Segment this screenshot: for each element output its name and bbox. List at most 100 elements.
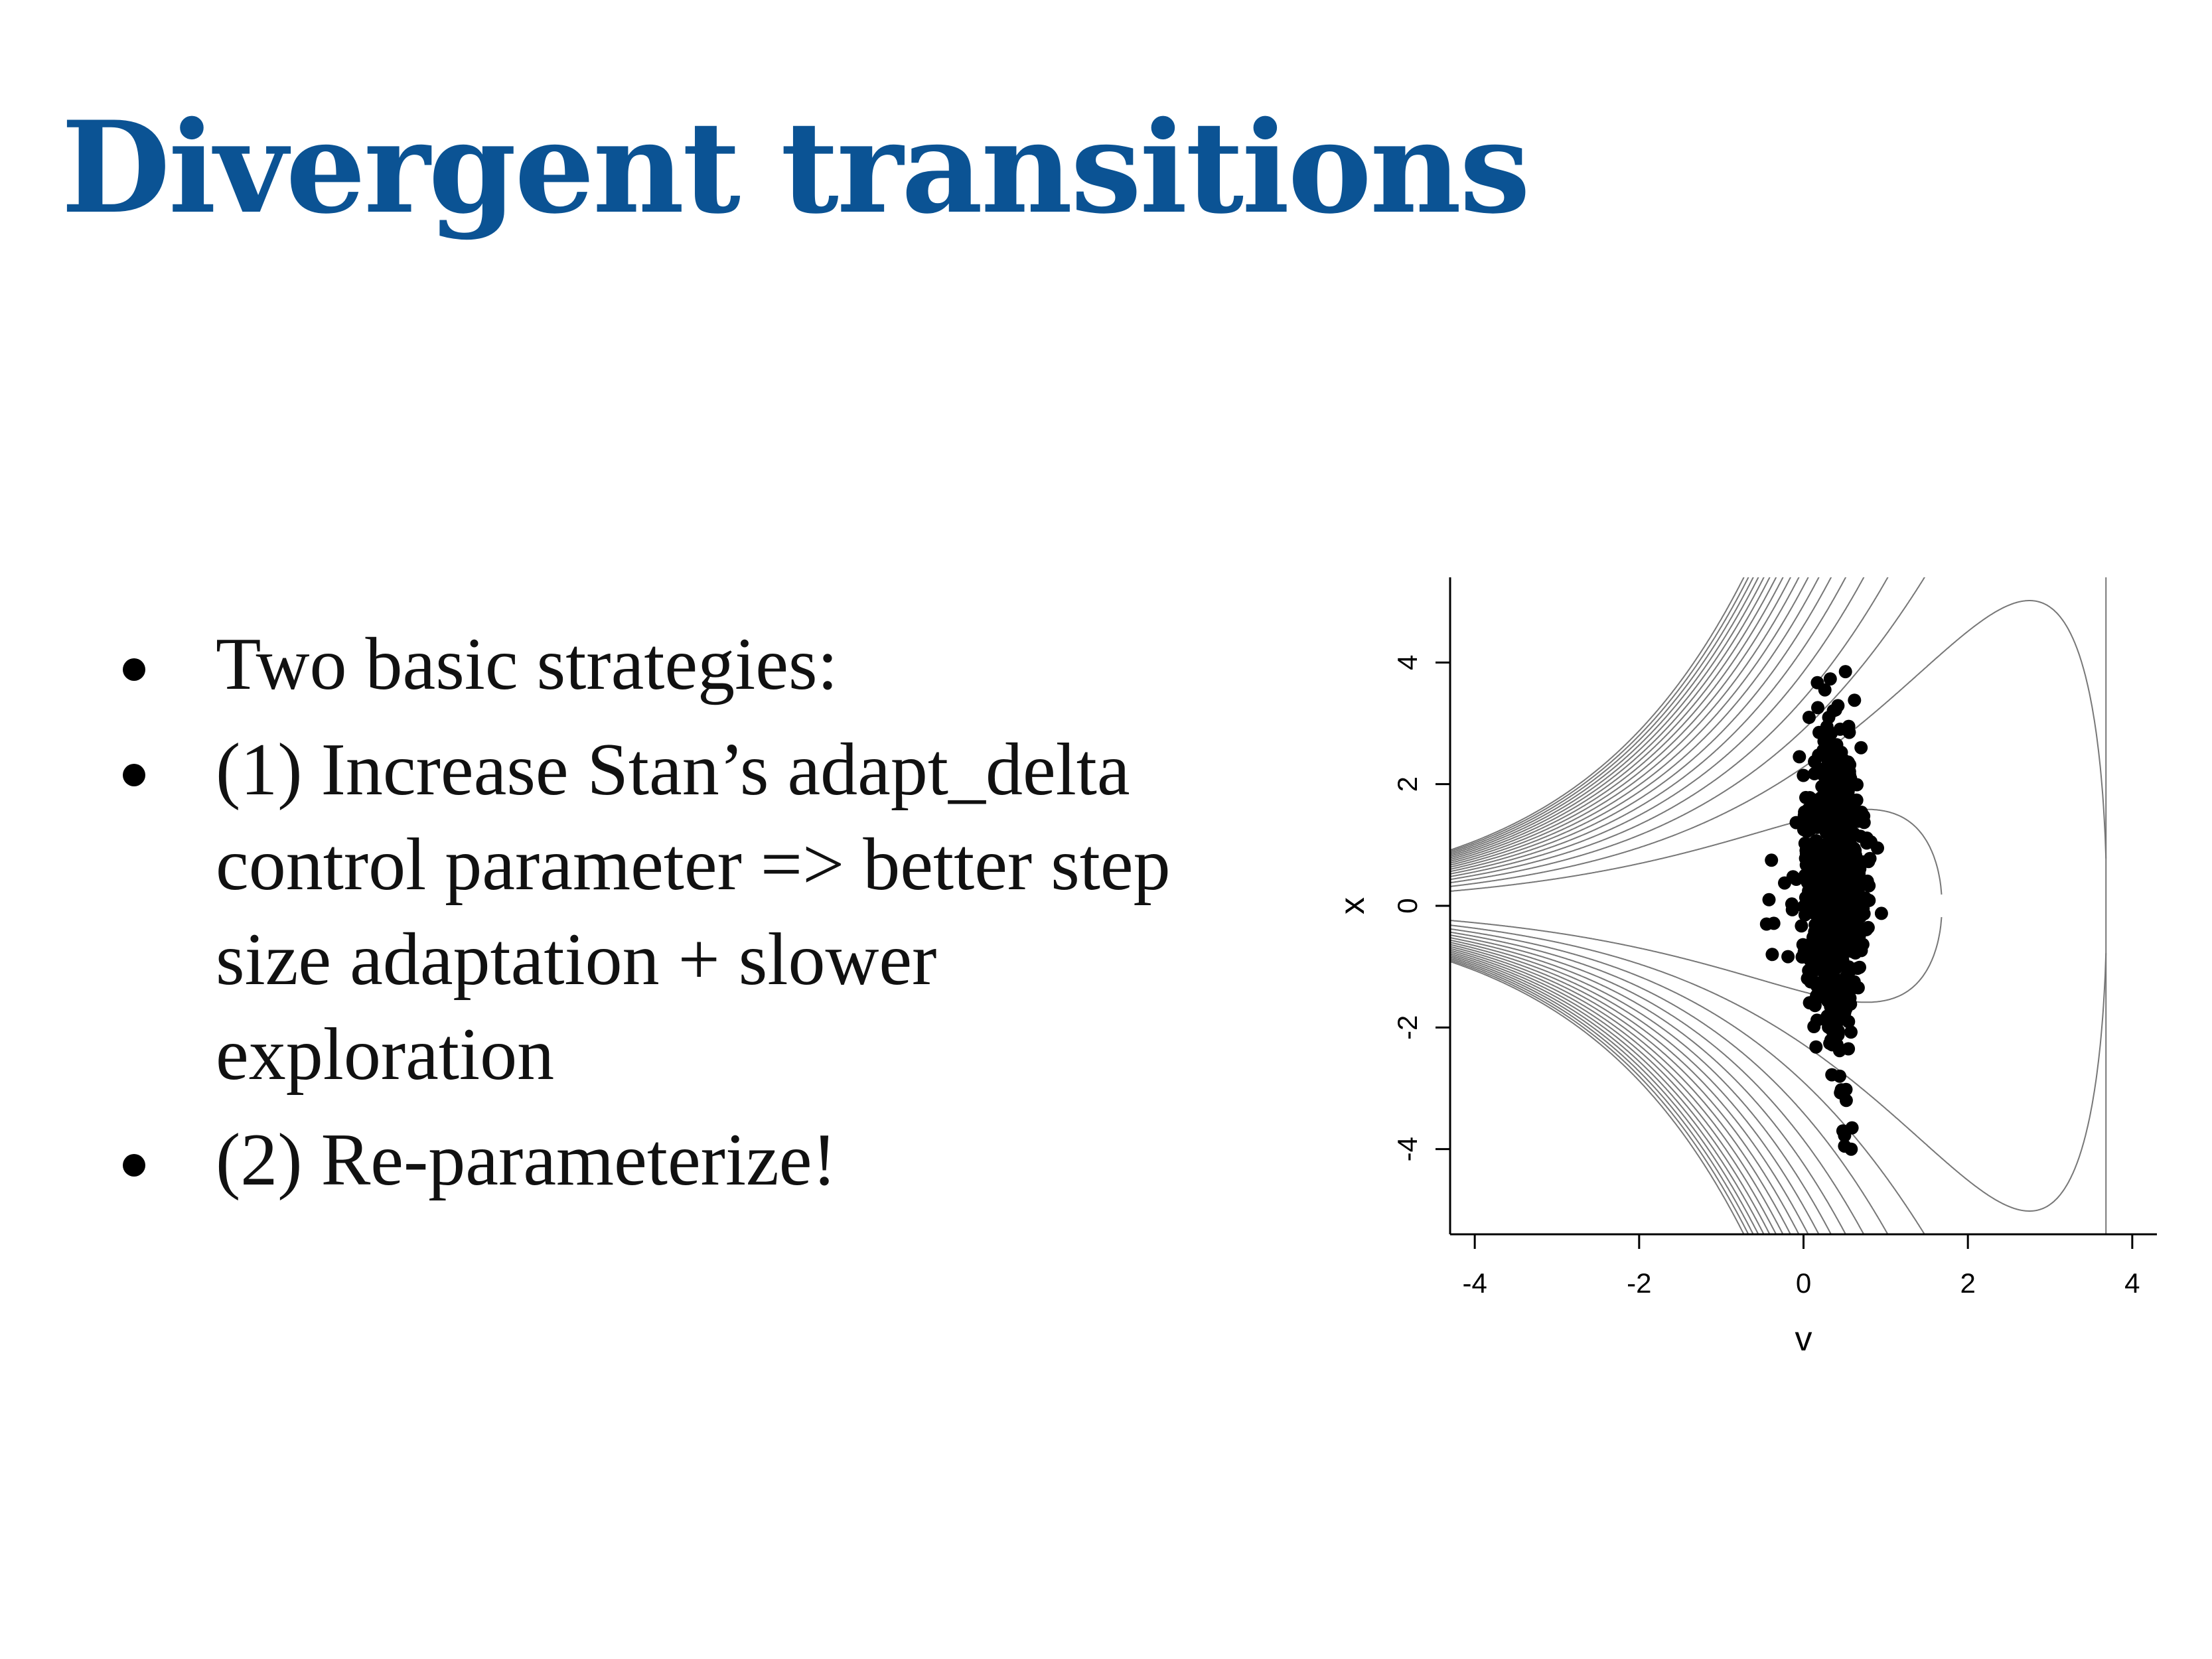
contour-line	[1450, 577, 1800, 866]
data-point	[1829, 884, 1843, 898]
bullet-item: (1) Increase Stan’s adapt_delta control …	[119, 723, 1281, 1102]
data-point	[1778, 876, 1791, 890]
x-tick-label: 4	[2124, 1267, 2140, 1299]
data-point	[1821, 801, 1835, 815]
slide-title: Divergent transitions	[61, 94, 1530, 242]
data-point	[1832, 865, 1846, 879]
data-point	[1836, 802, 1850, 816]
data-point	[1799, 822, 1812, 835]
data-point	[1854, 944, 1868, 958]
x-tick-label: 2	[1960, 1267, 1975, 1299]
data-point	[1833, 1069, 1846, 1083]
data-point	[1797, 768, 1810, 782]
contour-line	[1450, 954, 1765, 1234]
data-point	[1828, 703, 1842, 717]
bullet-item: Two basic strategies:	[119, 617, 1281, 712]
data-point	[1820, 1009, 1834, 1023]
data-point	[1853, 857, 1867, 871]
y-tick-label: -2	[1392, 1015, 1423, 1040]
data-point	[1842, 846, 1856, 860]
contour-line	[1450, 961, 1745, 1234]
contour-line	[1450, 577, 1745, 851]
data-point	[1844, 1142, 1858, 1156]
data-point	[1831, 922, 1845, 936]
data-point	[1826, 942, 1840, 956]
plot-axes: -4 -2 0 2 4 -4 -2 0 2 4 v x	[1333, 577, 2157, 1358]
data-point	[1781, 950, 1795, 964]
data-point	[1851, 814, 1865, 828]
data-point	[1827, 995, 1841, 1009]
contour-line	[1450, 924, 2107, 1212]
contour-line	[1450, 944, 1809, 1234]
contour-line	[1450, 953, 1771, 1234]
data-point	[1762, 893, 1776, 906]
sample-points	[1759, 665, 1888, 1156]
data-point	[1830, 747, 1844, 761]
data-point	[1818, 683, 1832, 697]
data-point	[1860, 922, 1874, 936]
data-point	[1812, 839, 1826, 853]
data-point	[1804, 867, 1818, 881]
data-point	[1802, 711, 1816, 724]
data-point	[1833, 957, 1847, 971]
data-point	[1795, 919, 1808, 933]
data-point	[1812, 725, 1826, 739]
data-point	[1807, 1020, 1821, 1033]
data-point	[1822, 968, 1836, 981]
bullet-item: (2) Re-parameterize!	[119, 1113, 1281, 1208]
data-point	[1838, 765, 1852, 779]
data-point	[1810, 857, 1824, 871]
data-point	[1819, 819, 1833, 833]
contour-line	[1450, 959, 1749, 1234]
data-point	[1799, 891, 1812, 904]
data-point	[1765, 853, 1779, 867]
contour-line	[1450, 577, 1832, 873]
data-point	[1846, 906, 1860, 920]
data-point	[1802, 964, 1816, 977]
x-tick-label: -2	[1627, 1267, 1651, 1299]
data-point	[1839, 1094, 1853, 1108]
data-point	[1832, 1007, 1846, 1021]
data-point	[1785, 902, 1799, 916]
contour-line	[1450, 946, 1800, 1234]
data-point	[1823, 672, 1837, 686]
data-point	[1814, 946, 1828, 960]
contour-line	[1450, 600, 2107, 887]
y-tick-label: 2	[1392, 776, 1423, 792]
contour-line	[1450, 937, 1847, 1234]
data-point	[1854, 741, 1868, 755]
contour-line	[1450, 916, 1943, 1003]
contour-line	[1450, 577, 1784, 862]
data-point	[1808, 925, 1822, 939]
data-point	[1834, 1083, 1848, 1097]
contour-line	[1450, 950, 1784, 1234]
contour-line	[1450, 577, 1771, 859]
data-point	[1825, 1038, 1839, 1052]
data-point	[1807, 905, 1821, 918]
data-point	[1845, 1121, 1859, 1135]
contour-lines	[1450, 577, 2107, 1234]
contour-line	[1450, 577, 1792, 864]
x-tick-label: -4	[1462, 1267, 1487, 1299]
data-point	[1851, 981, 1865, 995]
data-point	[1789, 816, 1803, 830]
data-point	[1842, 824, 1856, 838]
data-point	[1832, 834, 1846, 848]
data-point	[1820, 899, 1834, 913]
data-point	[1824, 851, 1838, 865]
data-point	[1811, 701, 1824, 715]
contour-line	[1450, 948, 1792, 1234]
y-axis-title: x	[1333, 897, 1372, 914]
x-axis-title: v	[1795, 1320, 1812, 1358]
data-point	[1850, 778, 1864, 792]
y-tick-label: 4	[1392, 655, 1423, 670]
contour-line	[1450, 958, 1754, 1234]
data-point	[1851, 962, 1864, 975]
data-point	[1800, 847, 1814, 861]
contour-line	[1450, 577, 1777, 861]
contour-line	[1450, 577, 1765, 857]
data-point	[1839, 936, 1853, 950]
data-point	[1838, 665, 1852, 679]
data-point	[1796, 938, 1810, 952]
